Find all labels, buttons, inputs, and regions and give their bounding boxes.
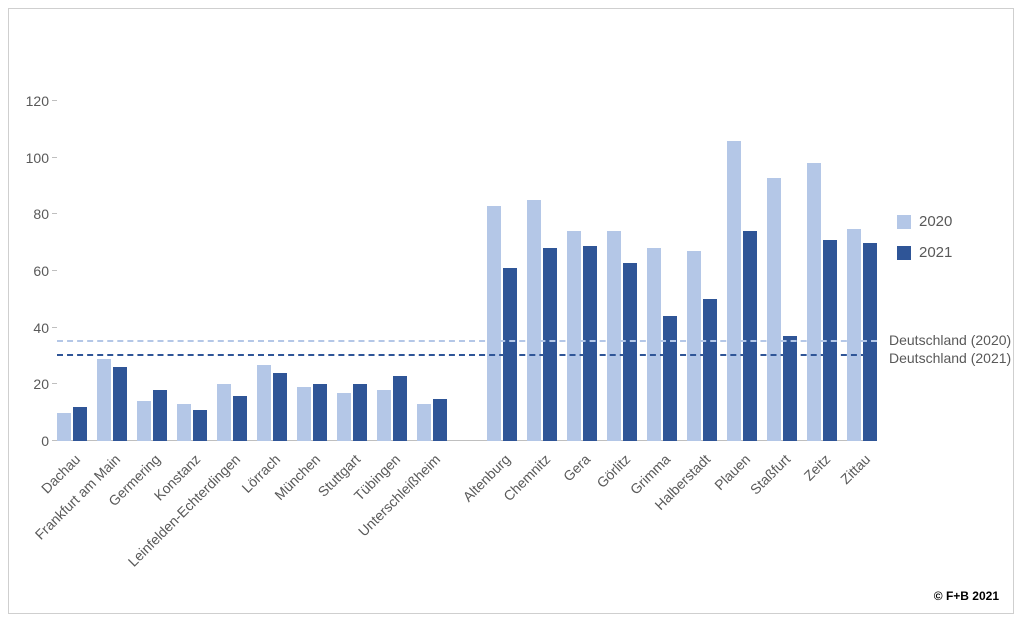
bar-2021 [193,410,207,441]
y-tick-label: 100 [26,150,49,166]
bar-2020 [807,163,821,441]
bar-2021 [73,407,87,441]
reference-line [57,354,877,356]
legend-swatch [897,246,911,260]
bar-2020 [527,200,541,441]
reference-line-label: Deutschland (2021) [889,350,1011,366]
bar-2020 [137,401,151,441]
bar-2021 [743,231,757,441]
bar-2021 [273,373,287,441]
bar-2021 [313,384,327,441]
bar-2021 [433,399,447,442]
bar-2021 [233,396,247,441]
legend-label: 2020 [919,213,952,230]
bar-2020 [57,413,71,441]
reference-line-label: Deutschland (2020) [889,332,1011,348]
y-tick-mark [52,327,57,328]
y-tick-label: 60 [33,263,49,279]
y-tick-mark [52,157,57,158]
bar-2021 [353,384,367,441]
bar-2020 [567,231,581,441]
bar-2020 [257,365,271,442]
x-tick-label: Zeitz [801,451,834,484]
bar-2021 [113,367,127,441]
bar-2020 [377,390,391,441]
legend: 2020 2021 [897,213,952,275]
bar-2021 [703,299,717,441]
plot-area: 020406080100120 [57,101,877,441]
y-tick-mark [52,383,57,384]
bar-2020 [687,251,701,441]
bar-2020 [177,404,191,441]
bar-2020 [487,206,501,441]
y-tick-mark [52,270,57,271]
y-tick-label: 0 [41,433,49,449]
y-tick-label: 40 [33,320,49,336]
y-tick-mark [52,100,57,101]
bar-2020 [847,229,861,442]
chart-frame: 020406080100120 DachauFrankfurt am MainG… [8,8,1014,614]
y-tick-mark [52,213,57,214]
x-axis-labels: DachauFrankfurt am MainGermeringKonstanz… [57,441,877,601]
bar-2020 [217,384,231,441]
bar-2020 [607,231,621,441]
bar-2020 [97,359,111,441]
bar-2021 [623,263,637,442]
bar-2020 [767,178,781,442]
bar-2020 [647,248,661,441]
bar-2021 [153,390,167,441]
copyright-notice: © F+B 2021 [934,589,999,603]
y-tick-label: 20 [33,376,49,392]
bar-2020 [727,141,741,441]
bar-2021 [583,246,597,442]
bar-2020 [337,393,351,441]
legend-swatch [897,215,911,229]
x-tick-label: Zittau [837,451,873,487]
x-tick-label: Staßfurt [747,451,794,498]
bar-2020 [297,387,311,441]
x-tick-label: Gera [560,451,593,484]
legend-item: 2020 [897,213,952,230]
bar-2020 [417,404,431,441]
reference-line [57,340,877,342]
y-tick-label: 120 [26,93,49,109]
legend-item: 2021 [897,244,952,261]
legend-label: 2021 [919,244,952,261]
y-tick-label: 80 [33,206,49,222]
bar-2021 [393,376,407,441]
bar-2021 [783,336,797,441]
bar-2021 [663,316,677,441]
bar-2021 [543,248,557,441]
